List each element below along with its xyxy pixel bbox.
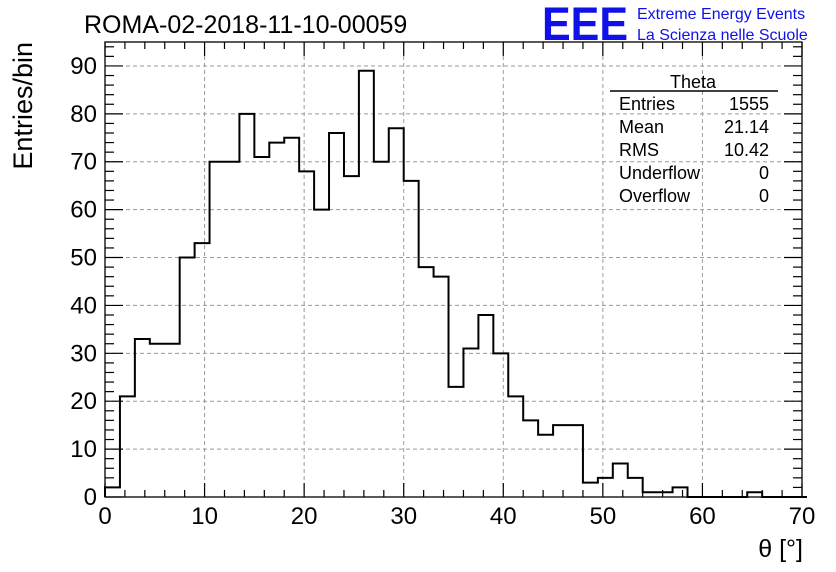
y-tick-label: 60	[70, 197, 97, 224]
logo-line-1: Extreme Energy Events	[637, 6, 805, 23]
x-tick-label: 40	[490, 503, 517, 530]
logo-line-2: La Scienza nelle Scuole	[637, 27, 808, 44]
y-tick-label: 20	[70, 388, 97, 415]
x-tick-label: 50	[590, 503, 617, 530]
stats-label-underflow: Underflow	[619, 163, 701, 183]
y-axis-label: Entries/bin	[8, 42, 38, 170]
run-title: ROMA-02-2018-11-10-00059	[84, 11, 407, 39]
grid-lines	[105, 42, 802, 497]
stats-value-mean: 21.14	[724, 117, 769, 137]
stats-label-rms: RMS	[619, 140, 659, 160]
plot-frame	[104, 41, 803, 498]
y-tick-label: 30	[70, 340, 97, 367]
x-tick-label: 70	[789, 503, 816, 530]
x-axis-label: θ [°]	[758, 535, 803, 563]
stats-label-entries: Entries	[619, 94, 675, 114]
x-tick-label: 20	[291, 503, 318, 530]
stats-value-rms: 10.42	[724, 140, 769, 160]
x-tick-label: 30	[390, 503, 417, 530]
stats-label-overflow: Overflow	[619, 186, 691, 206]
y-tick-label: 0	[84, 484, 97, 511]
y-axis: 0 10 20 30 40 50 60 70 80 90	[70, 46, 802, 511]
y-tick-label: 70	[70, 149, 97, 176]
x-tick-label: 10	[191, 503, 218, 530]
stats-label-mean: Mean	[619, 117, 664, 137]
y-tick-label: 50	[70, 245, 97, 272]
stats-value-underflow: 0	[759, 163, 769, 183]
stats-value-overflow: 0	[759, 186, 769, 206]
x-tick-label: 0	[98, 503, 111, 530]
histogram-line	[104, 69, 807, 498]
y-tick-label: 90	[70, 53, 97, 80]
y-tick-label: 80	[70, 101, 97, 128]
stats-value-entries: 1555	[729, 94, 769, 114]
stats-title: Theta	[670, 72, 717, 92]
stats-box: Theta Entries 1555 Mean 21.14 RMS 10.42 Underf…	[610, 72, 778, 206]
x-axis: 0 10 20 30 40 50 60 70	[98, 42, 815, 530]
y-tick-label: 10	[70, 436, 97, 463]
y-tick-label: 40	[70, 292, 97, 319]
x-tick-label: 60	[689, 503, 716, 530]
